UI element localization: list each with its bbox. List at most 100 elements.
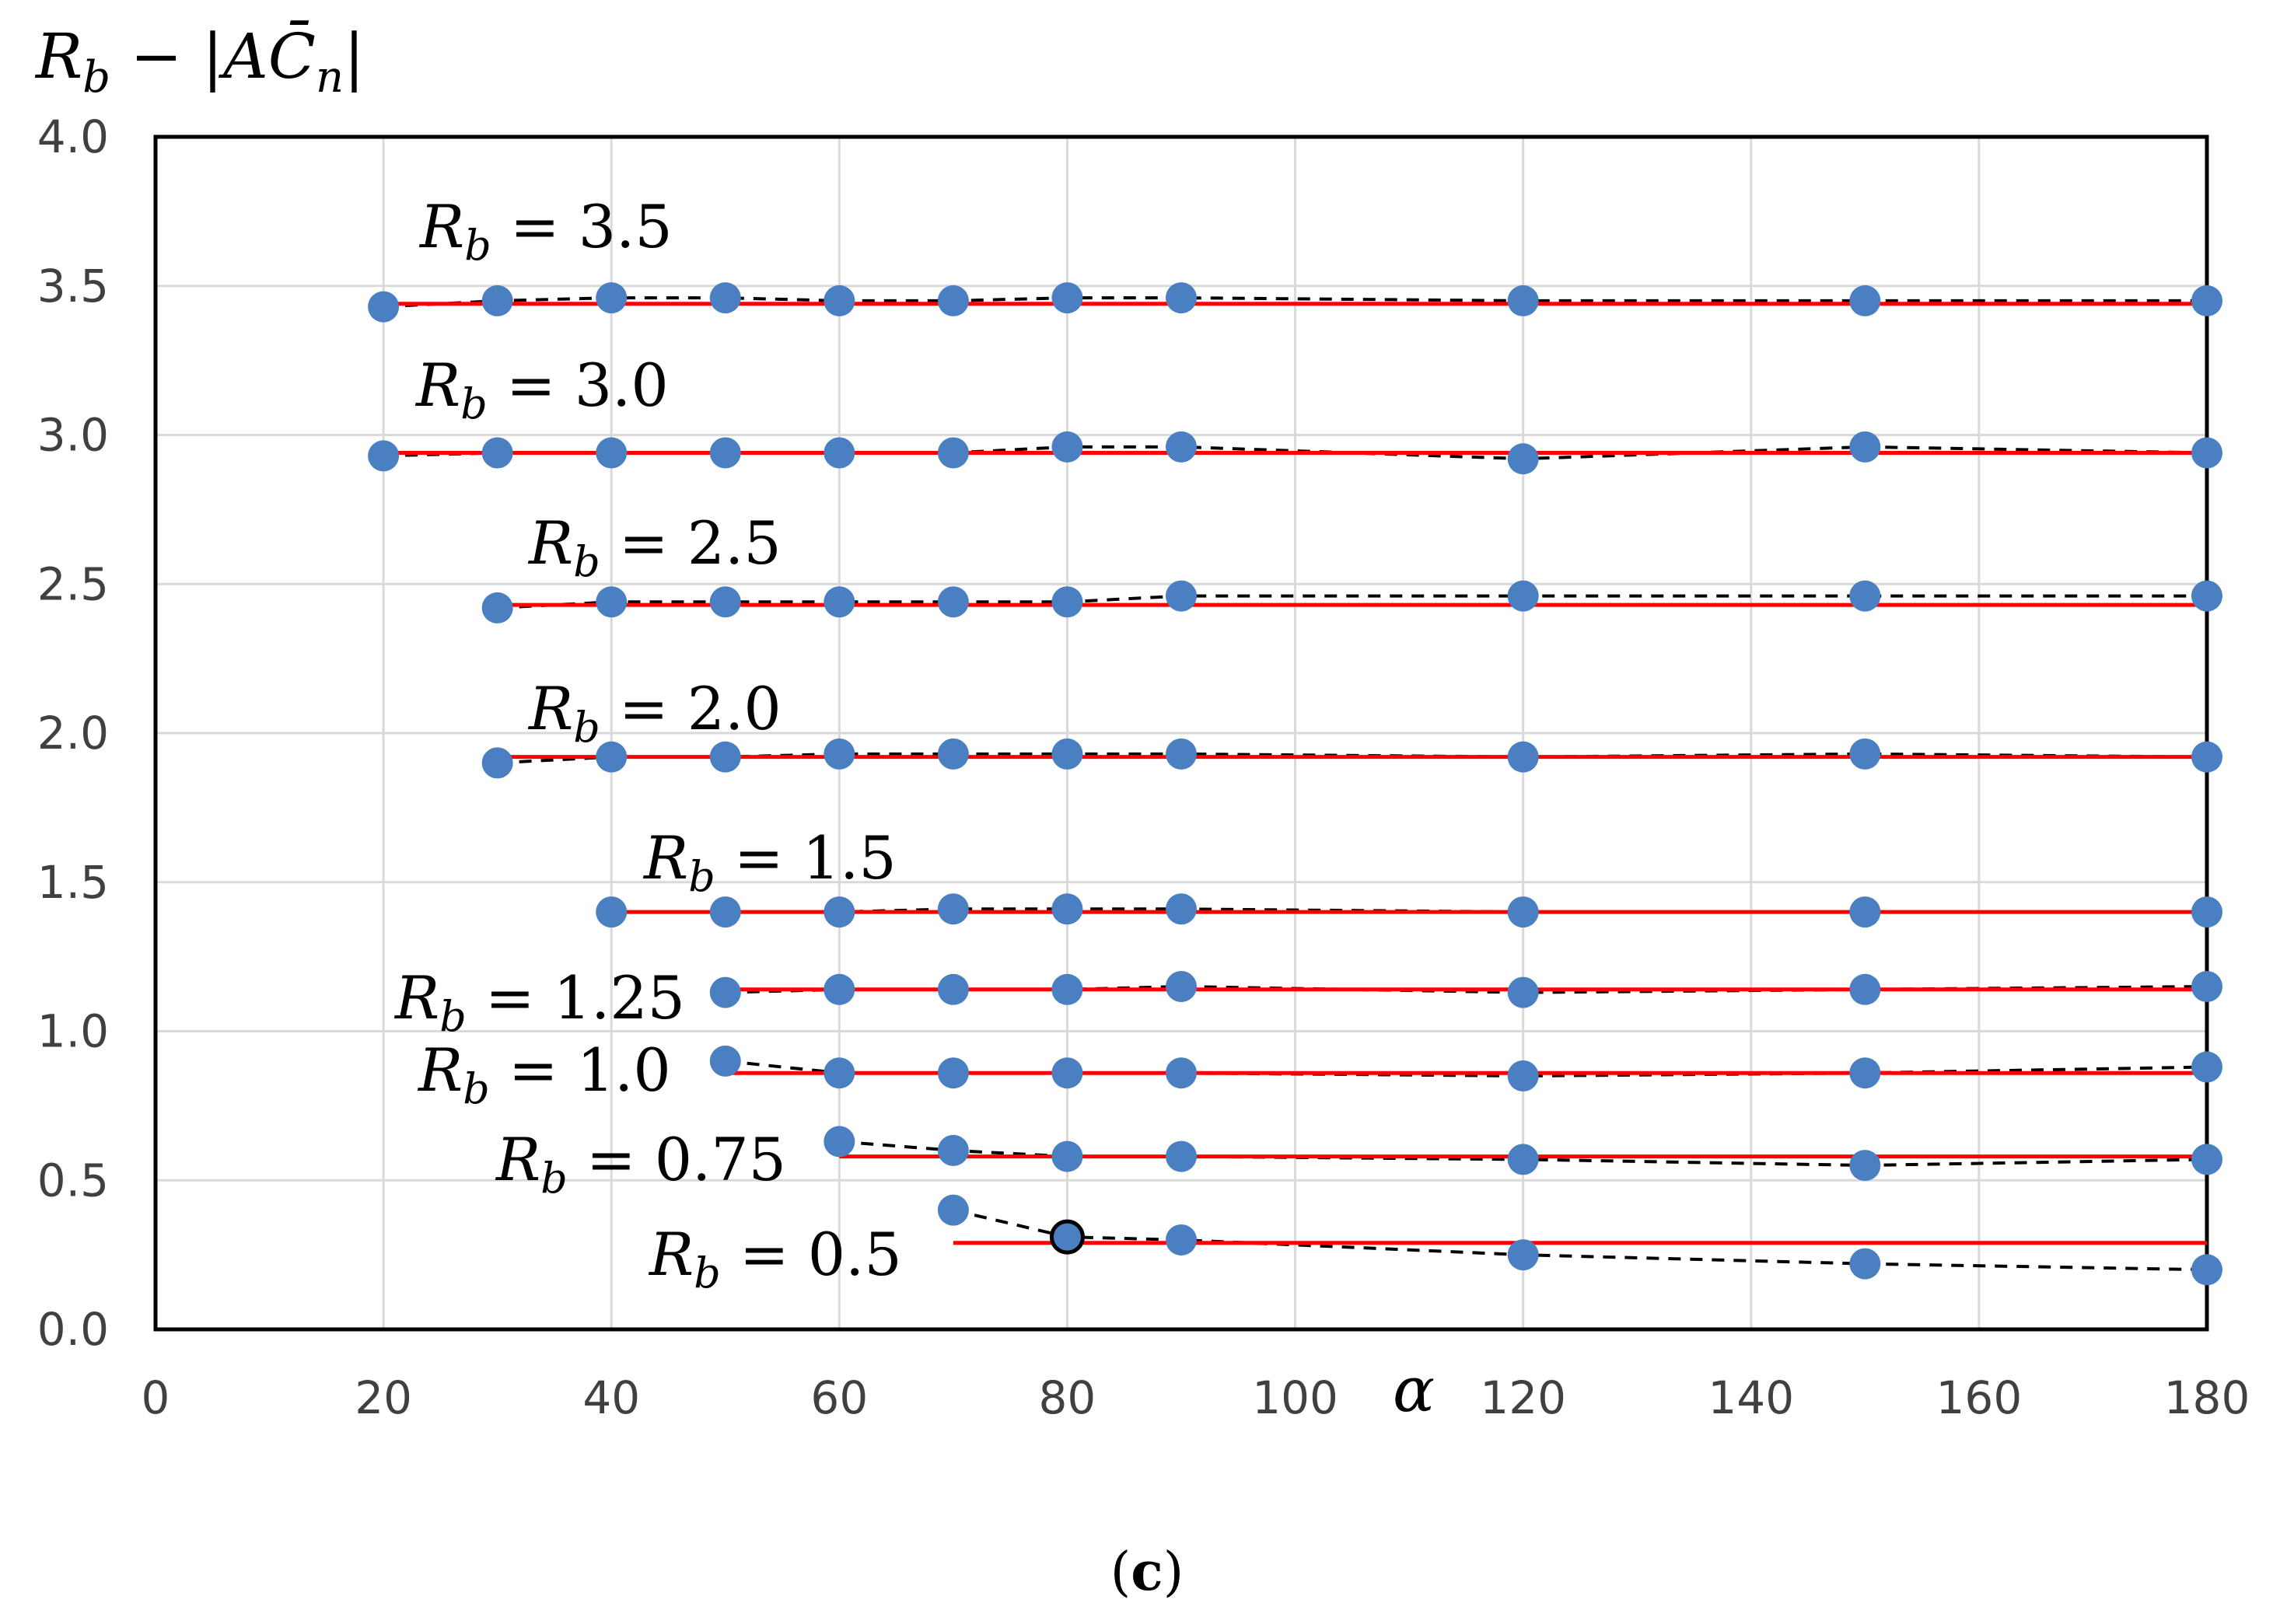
data-point <box>1849 285 1881 316</box>
x-tick-label: 80 <box>1039 1371 1096 1424</box>
series-group <box>481 738 2222 779</box>
data-point <box>1507 741 1539 773</box>
data-point <box>1507 285 1539 316</box>
data-point <box>824 437 855 469</box>
x-tick-label: 160 <box>1936 1371 2023 1424</box>
data-point <box>368 291 400 323</box>
x-tick-label: 100 <box>1252 1371 1338 1424</box>
y-tick-label: 1.0 <box>37 1005 109 1058</box>
data-point <box>937 437 969 469</box>
data-point <box>709 437 741 469</box>
data-point <box>1051 973 1083 1005</box>
y-tick-label: 1.5 <box>37 856 109 909</box>
data-point <box>1849 973 1881 1005</box>
x-tick-label: 60 <box>810 1371 868 1424</box>
data-point <box>596 896 628 928</box>
data-point <box>824 738 855 770</box>
data-point <box>937 586 969 618</box>
data-point <box>596 741 628 773</box>
data-point <box>481 437 513 469</box>
data-point <box>481 747 513 779</box>
data-point <box>596 282 628 314</box>
x-tick-label: 140 <box>1708 1371 1794 1424</box>
data-point <box>481 285 513 316</box>
x-tick-label: 120 <box>1480 1371 1566 1424</box>
data-point <box>2191 970 2222 1002</box>
series <box>368 282 2222 1286</box>
data-point <box>709 1045 741 1077</box>
data-point <box>937 1134 969 1166</box>
y-axis-title: Rb − |AC̄n| <box>34 19 365 103</box>
data-point <box>937 1194 969 1226</box>
tick-labels: 0 20 40 60 80 100 120 140 160 180 0.0 0.5 1.0 1.5 2.0 2… <box>37 110 2250 1424</box>
data-point <box>1507 1239 1539 1271</box>
series-label: Rb = 0.5 <box>648 1220 902 1297</box>
y-tick-label: 0.0 <box>37 1303 109 1356</box>
data-point <box>937 738 969 770</box>
data-point <box>596 437 628 469</box>
data-point <box>2191 896 2222 928</box>
data-point <box>1166 970 1197 1002</box>
data-point <box>2191 1051 2222 1083</box>
data-point <box>824 1126 855 1158</box>
data-point <box>2191 580 2222 612</box>
series-group <box>709 970 2222 1008</box>
plot-frame <box>153 134 2209 1332</box>
data-point <box>1849 1248 1881 1280</box>
data-point <box>1166 1057 1197 1089</box>
data-point <box>1507 580 1539 612</box>
data-point <box>1507 896 1539 928</box>
figure-caption: (c) <box>1110 1541 1184 1603</box>
data-point <box>2191 285 2222 316</box>
data-point <box>1507 976 1539 1008</box>
data-point <box>1166 1140 1197 1172</box>
series-label: Rb = 1.25 <box>393 963 685 1041</box>
data-point <box>1849 1057 1881 1089</box>
data-point <box>596 586 628 618</box>
data-point <box>709 586 741 618</box>
series-label: Rb = 2.0 <box>527 674 782 752</box>
series-group <box>596 893 2222 928</box>
data-point <box>709 741 741 773</box>
series-dashed-line <box>953 1208 2208 1272</box>
data-point <box>1507 1144 1539 1175</box>
data-point <box>824 896 855 928</box>
data-point <box>481 592 513 623</box>
data-point <box>2191 1144 2222 1175</box>
data-point <box>1051 282 1083 314</box>
series-dashed-line <box>497 752 2208 765</box>
series-label: Rb = 1.5 <box>642 823 897 901</box>
series-group <box>368 282 2222 323</box>
data-point <box>937 973 969 1005</box>
series-group <box>368 431 2222 475</box>
x-tick-label: 40 <box>582 1371 640 1424</box>
series-group <box>481 580 2222 623</box>
data-point <box>1166 738 1197 770</box>
series-group <box>709 1045 2222 1092</box>
data-point <box>937 893 969 925</box>
data-point <box>1166 282 1197 314</box>
y-tick-label: 2.5 <box>37 557 109 610</box>
data-point <box>824 1057 855 1089</box>
data-point <box>1051 431 1083 463</box>
data-point <box>1849 580 1881 612</box>
x-tick-label: 180 <box>2164 1371 2250 1424</box>
data-point <box>1849 1150 1881 1182</box>
data-point <box>709 896 741 928</box>
data-point <box>824 285 855 316</box>
series-group <box>824 1126 2222 1182</box>
y-tick-label: 3.5 <box>37 260 109 313</box>
data-point <box>1849 738 1881 770</box>
data-point <box>937 285 969 316</box>
data-point <box>824 586 855 618</box>
data-point <box>2191 1254 2222 1286</box>
series-label: Rb = 3.5 <box>418 192 673 270</box>
x-tick-label: 20 <box>355 1371 412 1424</box>
series-label: Rb = 2.5 <box>527 508 782 586</box>
data-point <box>1051 893 1083 925</box>
series-label: Rb = 1.0 <box>417 1036 671 1113</box>
data-point <box>1166 1224 1197 1256</box>
data-point <box>1049 1219 1085 1255</box>
series-label: Rb = 3.0 <box>414 351 669 428</box>
